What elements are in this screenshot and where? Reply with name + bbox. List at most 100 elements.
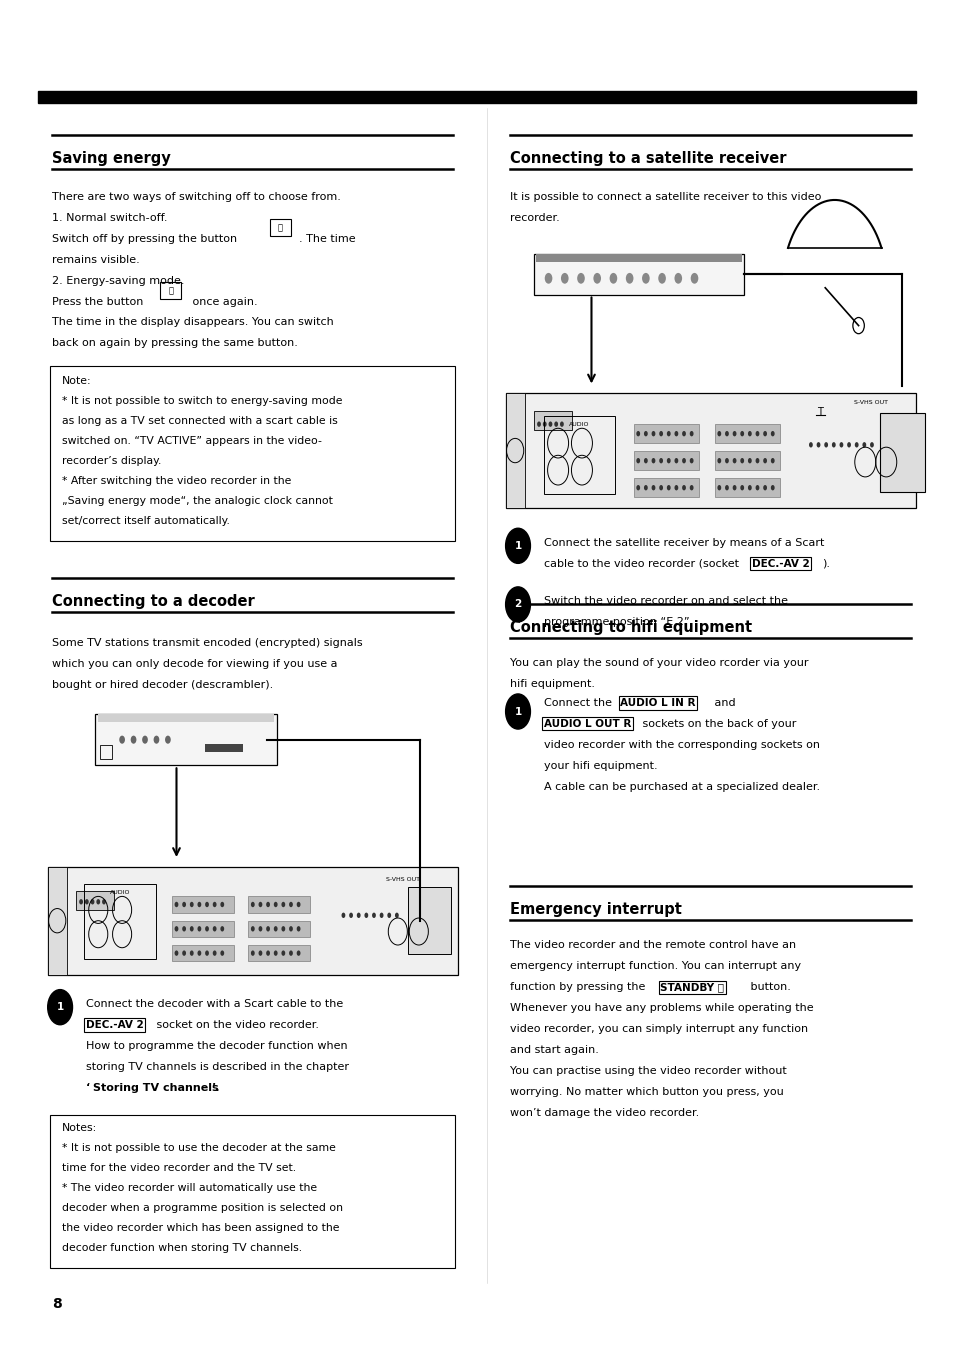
Circle shape — [289, 951, 293, 957]
Text: back on again by pressing the same button.: back on again by pressing the same butto… — [52, 338, 298, 349]
Circle shape — [205, 951, 209, 957]
Text: time for the video recorder and the TV set.: time for the video recorder and the TV s… — [62, 1163, 295, 1173]
Circle shape — [174, 927, 178, 932]
Circle shape — [755, 485, 759, 490]
Circle shape — [387, 913, 391, 919]
Circle shape — [823, 442, 827, 447]
Circle shape — [174, 951, 178, 957]
Bar — [172, 946, 233, 962]
Circle shape — [862, 442, 865, 447]
Circle shape — [609, 273, 617, 284]
Text: ‘: ‘ — [86, 1084, 90, 1093]
Circle shape — [281, 902, 285, 908]
Circle shape — [505, 528, 530, 563]
Text: ⏻: ⏻ — [277, 224, 283, 232]
Text: * It is not possible to switch to energy-saving mode: * It is not possible to switch to energy… — [62, 396, 342, 405]
Text: cable to the video recorder (socket: cable to the video recorder (socket — [543, 559, 741, 569]
Text: sockets on the back of your: sockets on the back of your — [639, 719, 796, 730]
Bar — [84, 884, 155, 959]
Text: and start again.: and start again. — [510, 1046, 598, 1055]
Circle shape — [690, 273, 698, 284]
Bar — [715, 478, 780, 497]
Circle shape — [681, 458, 685, 463]
Bar — [248, 897, 310, 913]
Text: „Saving energy mode“, the analogic clock cannot: „Saving energy mode“, the analogic clock… — [62, 496, 333, 505]
Circle shape — [636, 431, 639, 436]
Circle shape — [666, 458, 670, 463]
Text: button.: button. — [746, 982, 790, 992]
Circle shape — [674, 485, 678, 490]
Circle shape — [681, 431, 685, 436]
Text: video recorder with the corresponding sockets on: video recorder with the corresponding so… — [543, 740, 819, 750]
Circle shape — [717, 431, 720, 436]
Text: decoder when a programme position is selected on: decoder when a programme position is sel… — [62, 1202, 343, 1213]
Circle shape — [190, 951, 193, 957]
Circle shape — [505, 694, 530, 730]
Circle shape — [197, 902, 201, 908]
Circle shape — [577, 273, 584, 284]
Circle shape — [666, 431, 670, 436]
Circle shape — [289, 927, 293, 932]
Text: emergency interrupt function. You can interrupt any: emergency interrupt function. You can in… — [510, 962, 801, 971]
Text: 1. Normal switch-off.: 1. Normal switch-off. — [52, 213, 168, 223]
Text: ⏻: ⏻ — [168, 286, 173, 296]
Circle shape — [643, 485, 647, 490]
Bar — [534, 411, 572, 430]
Bar — [48, 867, 67, 975]
Circle shape — [666, 485, 670, 490]
Text: Whenever you have any problems while operating the: Whenever you have any problems while ope… — [510, 1002, 813, 1013]
Text: storing TV channels is described in the chapter: storing TV channels is described in the … — [86, 1062, 349, 1071]
Text: * After switching the video recorder in the: * After switching the video recorder in … — [62, 476, 291, 485]
Text: Connecting to a decoder: Connecting to a decoder — [52, 594, 255, 609]
Circle shape — [48, 989, 72, 1024]
Text: Connecting to a satellite receiver: Connecting to a satellite receiver — [510, 151, 786, 166]
Text: You can practise using the video recorder without: You can practise using the video recorde… — [510, 1066, 786, 1075]
Circle shape — [717, 458, 720, 463]
Text: your hifi equipment.: your hifi equipment. — [543, 761, 657, 771]
Text: Emergency interrupt: Emergency interrupt — [510, 902, 681, 917]
Circle shape — [258, 902, 262, 908]
Bar — [634, 424, 699, 443]
Circle shape — [770, 458, 774, 463]
Circle shape — [659, 458, 662, 463]
Circle shape — [732, 431, 736, 436]
Circle shape — [740, 431, 743, 436]
Bar — [634, 478, 699, 497]
Circle shape — [153, 735, 159, 743]
Circle shape — [205, 927, 209, 932]
Text: recorder.: recorder. — [510, 213, 559, 223]
Bar — [38, 91, 915, 103]
Circle shape — [724, 458, 728, 463]
Circle shape — [740, 485, 743, 490]
Bar — [248, 921, 310, 938]
Circle shape — [251, 951, 254, 957]
Text: 1: 1 — [56, 1002, 64, 1012]
Text: the video recorder which has been assigned to the: the video recorder which has been assign… — [62, 1223, 339, 1232]
Bar — [48, 867, 457, 975]
Circle shape — [659, 485, 662, 490]
Bar — [543, 416, 615, 494]
Circle shape — [674, 431, 678, 436]
Circle shape — [296, 951, 300, 957]
Text: 8: 8 — [52, 1297, 62, 1310]
Bar — [248, 946, 310, 962]
Circle shape — [659, 431, 662, 436]
Circle shape — [349, 913, 353, 919]
Circle shape — [747, 431, 751, 436]
Text: ).: ). — [821, 559, 829, 569]
Circle shape — [537, 422, 540, 427]
Circle shape — [732, 458, 736, 463]
Circle shape — [220, 951, 224, 957]
Circle shape — [91, 900, 94, 905]
Circle shape — [740, 458, 743, 463]
Bar — [172, 897, 233, 913]
Circle shape — [560, 273, 568, 284]
Circle shape — [658, 273, 665, 284]
Text: which you can only decode for viewing if you use a: which you can only decode for viewing if… — [52, 659, 337, 669]
Bar — [270, 219, 291, 236]
Text: bought or hired decoder (descrambler).: bought or hired decoder (descrambler). — [52, 680, 274, 689]
Circle shape — [689, 485, 693, 490]
Circle shape — [854, 442, 858, 447]
Circle shape — [762, 458, 766, 463]
Text: 1: 1 — [514, 707, 521, 716]
